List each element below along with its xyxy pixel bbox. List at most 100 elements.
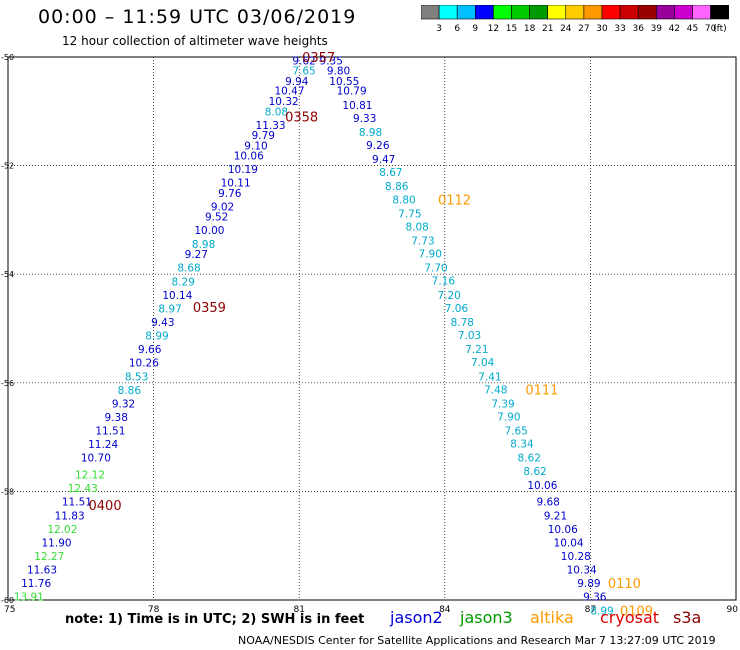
wave-height-value: 10.32: [269, 96, 299, 108]
x-tick-label: 78: [148, 605, 160, 615]
pass-time-label: 0400: [89, 499, 122, 514]
colorbar-label: 33: [614, 24, 625, 34]
y-tick-label: -52: [1, 162, 14, 171]
colorbar-label: 15: [506, 24, 517, 34]
wave-height-value: 7.73: [411, 236, 434, 248]
colorbar-swatch: [710, 5, 730, 20]
wave-height-value: 12.12: [75, 470, 105, 482]
wave-height-value: 11.90: [42, 537, 72, 549]
colorbar-label: 24: [560, 24, 572, 34]
wave-height-value: 10.00: [194, 225, 224, 237]
wave-height-value: 9.21: [544, 510, 567, 522]
wave-height-value: 7.21: [465, 344, 488, 356]
wave-height-value: 13.91: [14, 592, 44, 604]
wave-height-value: 8.08: [265, 106, 288, 118]
wave-height-value: 8.29: [172, 276, 195, 288]
wave-height-value: 10.11: [221, 177, 251, 189]
wave-height-value: 10.47: [274, 86, 304, 98]
wave-height-value: 7.90: [497, 411, 520, 423]
x-tick-label: 81: [293, 605, 304, 615]
wave-height-value: 11.51: [62, 497, 92, 509]
y-tick-label: -60: [1, 596, 14, 605]
wave-height-value: 9.38: [105, 412, 128, 424]
wave-height-value: 8.67: [379, 167, 402, 179]
wave-height-value: 7.41: [478, 371, 501, 383]
colorbar-label: 42: [669, 24, 680, 34]
wave-height-value: 7.04: [471, 357, 495, 369]
wave-height-value: 9.66: [138, 344, 162, 356]
colorbar-label: 21: [542, 24, 553, 34]
pass-time-label: 0357: [302, 51, 335, 66]
wave-height-value: 9.76: [218, 188, 242, 200]
wave-height-value: 10.79: [337, 86, 367, 98]
wave-height-value: 9.35: [320, 55, 343, 67]
colorbar-unit: (ft): [713, 24, 727, 34]
wave-height-value: 8.97: [158, 303, 181, 315]
wave-height-value: 9.68: [536, 497, 559, 509]
wave-height-value: 9.33: [353, 113, 376, 125]
wave-height-value: 9.52: [205, 212, 228, 224]
colorbar-label: 18: [524, 24, 536, 34]
pass-time-label: 0358: [285, 111, 318, 126]
wave-height-value: 8.62: [523, 466, 546, 478]
legend-jason2: jason2: [390, 608, 443, 627]
colorbar-label: 45: [687, 24, 698, 34]
wave-height-value: 9.36: [583, 592, 607, 604]
wave-height-value: 7.16: [432, 276, 456, 288]
wave-height-value: 10.34: [567, 565, 597, 577]
wave-height-value: 8.98: [192, 239, 215, 251]
colorbar-label: 70: [705, 24, 717, 34]
wave-height-value: 7.70: [424, 263, 447, 275]
wave-height-value: 9.47: [372, 154, 395, 166]
wave-height-value: 9.02: [211, 201, 234, 213]
wave-height-value: 7.65: [504, 426, 527, 438]
wave-height-value: 9.10: [244, 141, 267, 153]
wave-height-value: 8.62: [518, 453, 541, 465]
colorbar-label: 3: [436, 24, 442, 34]
color-legend: 3 6 9 12 15 18 21 24 27 30 33 36 39 42 45 70(ft): [421, 5, 730, 34]
wave-height-value: 8.86: [118, 385, 142, 397]
wave-height-value: 9.26: [366, 140, 390, 152]
footer-credit: NOAA/NESDIS Center for Satellite Applica…: [238, 634, 716, 647]
wave-height-value: 9.89: [577, 578, 600, 590]
wave-height-value: 8.68: [177, 263, 200, 275]
wave-height-value: 8.98: [359, 127, 382, 139]
wave-height-value: 12.27: [34, 551, 64, 563]
y-tick-label: -56: [1, 379, 14, 388]
wave-height-value: 11.76: [21, 578, 51, 590]
wave-height-value: 9.43: [151, 317, 174, 329]
wave-height-value: 7.48: [484, 384, 507, 396]
wave-height-value: 10.81: [342, 100, 372, 112]
wave-height-value: 8.53: [125, 371, 148, 383]
wave-height-value: 10.06: [527, 480, 557, 492]
wave-height-value: 12.43: [68, 483, 98, 495]
wave-height-value: 7.39: [491, 398, 514, 410]
wave-height-value: 10.26: [129, 358, 159, 370]
wave-height-value: 8.78: [451, 317, 474, 329]
wave-height-value: 8.86: [385, 181, 409, 193]
legend-s3a: s3a: [673, 608, 702, 627]
wave-height-value: 10.19: [228, 164, 258, 176]
y-tick-label: -58: [1, 487, 14, 496]
wave-height-value: 10.70: [81, 453, 111, 465]
wave-height-value: 9.27: [185, 249, 208, 261]
legend-cryosat: cryosat: [600, 608, 660, 627]
legend-jason3: jason3: [460, 608, 513, 627]
pass-time-label: 0359: [193, 301, 226, 316]
y-tick-label: -54: [1, 270, 14, 279]
wave-height-value: 10.06: [234, 150, 264, 162]
pass-time-label: 0112: [438, 193, 471, 208]
wave-height-value: 11.51: [95, 426, 125, 438]
page-subtitle: 12 hour collection of altimeter wave hei…: [62, 34, 328, 48]
map-frame: [7, 56, 737, 601]
wave-height-value: 10.14: [162, 290, 192, 302]
wave-height-value: 9.94: [285, 76, 309, 88]
wave-height-value: 7.65: [292, 66, 315, 78]
wave-height-value: 8.34: [510, 439, 534, 451]
pass-time-label: 0111: [525, 383, 558, 398]
x-tick-label: 84: [439, 605, 451, 615]
wave-height-value: 9.62: [292, 55, 315, 67]
colorbar-label: 39: [651, 24, 663, 34]
wave-height-value: 11.83: [55, 510, 85, 522]
pass-time-label: 0109: [620, 604, 653, 619]
